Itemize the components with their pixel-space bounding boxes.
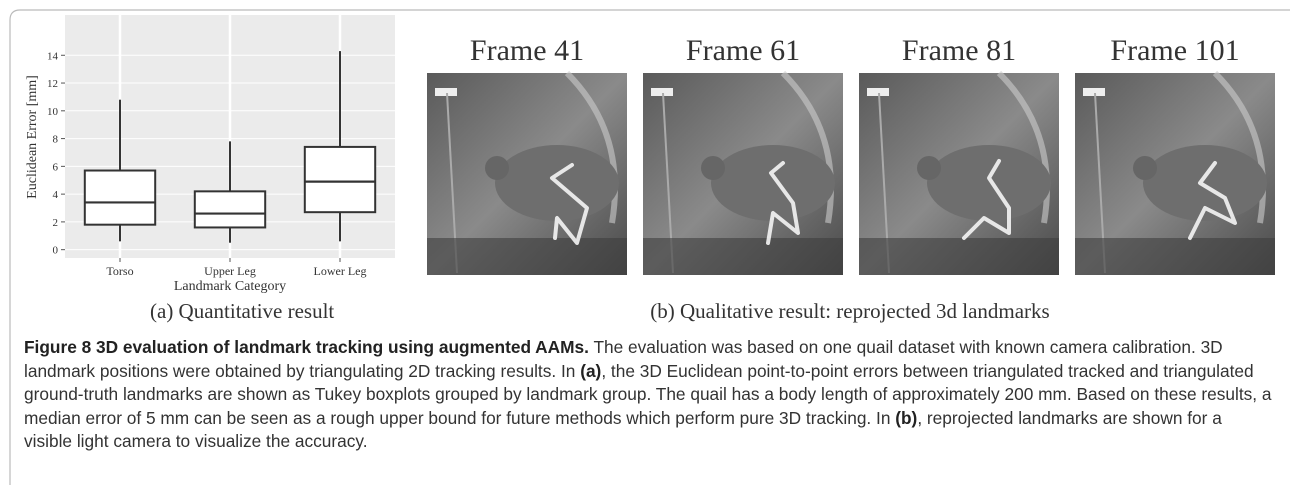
box <box>193 190 267 229</box>
quail <box>927 145 1051 221</box>
frame-title: Frame 41 <box>470 34 584 67</box>
y-axis-label: Euclidean Error [mm] <box>25 75 40 199</box>
lamp <box>867 88 889 96</box>
skeleton <box>766 161 800 245</box>
x-axis-label: Landmark Category <box>174 279 286 294</box>
floor <box>427 238 627 275</box>
y-tick-label: 10 <box>47 106 59 118</box>
y-tick-label: 4 <box>53 189 59 201</box>
caption-text: , reprojected landmarks are shown for a … <box>24 407 1222 452</box>
skeleton <box>962 159 1011 240</box>
y-tick-label: 12 <box>47 78 58 90</box>
quail-head <box>701 156 725 180</box>
y-tick-label: 0 <box>53 245 59 257</box>
lamp <box>1083 88 1105 96</box>
subcaption-a: (a) Quantitative result <box>150 299 334 323</box>
caption-text: , the 3D Euclidean point-to-point errors… <box>24 360 1272 428</box>
x-tick-label: Lower Leg <box>314 264 367 278</box>
y-tick-label: 14 <box>47 50 59 62</box>
floor <box>643 238 843 275</box>
glass-arc <box>780 70 834 224</box>
y-tick-label: 8 <box>53 134 59 146</box>
floor <box>859 238 1059 275</box>
quail-head <box>917 156 941 180</box>
lamp <box>435 88 457 96</box>
x-tick-label: Upper Leg <box>204 264 256 278</box>
box <box>303 145 377 214</box>
floor <box>1075 238 1275 275</box>
caption-bold: Figure 8 3D evaluation of landmark track… <box>24 337 589 357</box>
x-tick-label: Torso <box>106 264 133 278</box>
skeleton <box>1188 161 1237 240</box>
frame-title: Frame 101 <box>1110 34 1239 67</box>
caption-bold: (a) <box>580 360 602 381</box>
figure-border <box>9 9 1290 485</box>
frame-title: Frame 61 <box>686 34 800 67</box>
quail-head <box>1133 156 1157 180</box>
caption-bold: (b) <box>895 407 918 428</box>
caption: Figure 8 3D evaluation of landmark track… <box>24 336 1274 454</box>
y-tick-label: 6 <box>53 161 59 173</box>
y-tick-label: 2 <box>53 217 59 229</box>
quail <box>711 145 835 221</box>
quail-head <box>485 156 509 180</box>
glass-arc <box>996 70 1050 224</box>
subcaption-b: (b) Qualitative result: reprojected 3d l… <box>650 299 1049 323</box>
skeleton <box>550 163 589 245</box>
quail <box>1143 145 1267 221</box>
glass-arc <box>1212 70 1266 224</box>
frame-title: Frame 81 <box>902 34 1016 67</box>
caption-text: The evaluation was based on one quail da… <box>24 337 1223 381</box>
glass-arc <box>564 70 618 224</box>
box <box>83 169 157 226</box>
lamp <box>651 88 673 96</box>
